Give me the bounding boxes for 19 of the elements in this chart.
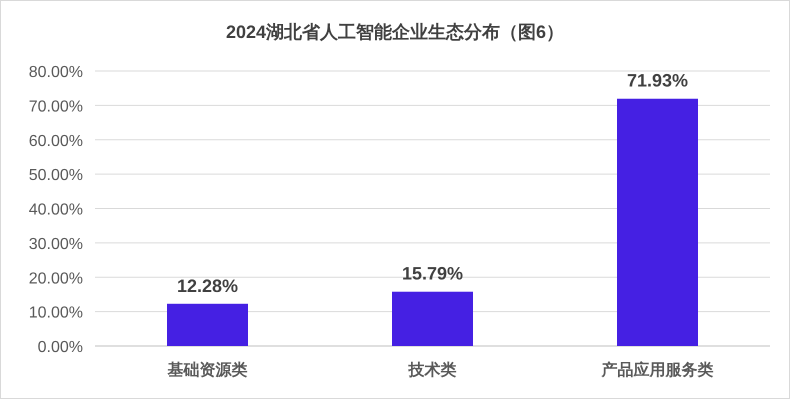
- y-tick-label: 40.00%: [28, 202, 83, 218]
- data-label: 71.93%: [626, 70, 688, 91]
- y-tick-label: 20.00%: [28, 270, 83, 288]
- x-tick-label: 基础资源类: [166, 361, 248, 379]
- x-tick-label: 技术类: [408, 361, 456, 379]
- y-tick-label: 10.00%: [28, 304, 83, 322]
- y-tick-label: 50.00%: [28, 167, 83, 184]
- bar: [392, 292, 473, 346]
- y-tick-label: 30.00%: [28, 236, 83, 253]
- y-tick-label: 0.00%: [38, 339, 83, 356]
- data-label: 12.28%: [176, 276, 238, 296]
- y-tick-label: 60.00%: [28, 132, 83, 150]
- chart-title: 2024湖北省人工智能企业生态分布（图6）: [226, 22, 564, 42]
- y-tick-label: 70.00%: [28, 98, 83, 116]
- bar: [167, 304, 248, 346]
- data-label: 15.79%: [402, 264, 464, 284]
- x-tick-label: 产品应用服务类: [600, 360, 714, 379]
- y-tick-label: 80.00%: [28, 64, 83, 81]
- bar: [617, 98, 698, 346]
